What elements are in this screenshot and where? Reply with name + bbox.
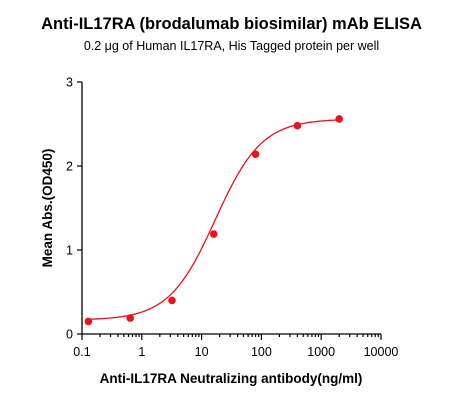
chart-title: Anti-IL17RA (brodalumab biosimilar) mAb …	[41, 15, 422, 33]
x-tick-label: 100	[251, 345, 272, 359]
data-point	[293, 121, 302, 130]
x-axis: 0.1 1 10 100 1000 10000	[73, 333, 399, 359]
x-axis-label: Anti-IL17RA Neutralizing antibody(ng/ml)	[100, 371, 363, 386]
chart-subtitle: 0.2 μg of Human IL17RA, His Tagged prote…	[84, 39, 379, 53]
x-tick-label: 1000	[307, 345, 335, 359]
plot-area	[84, 115, 344, 326]
data-point	[251, 150, 260, 159]
data-point	[126, 314, 135, 322]
y-tick-label: 0	[66, 328, 73, 342]
x-tick-label: 10	[195, 345, 209, 359]
y-axis: 0 1 2 3	[66, 76, 83, 342]
data-point	[84, 317, 93, 326]
y-tick-label: 2	[66, 160, 73, 174]
y-tick-label: 3	[66, 76, 73, 90]
data-point	[335, 115, 344, 123]
x-tick-label: 0.1	[73, 345, 90, 359]
y-axis-label: Mean Abs.(OD450)	[40, 149, 55, 268]
fit-curve	[88, 119, 340, 320]
x-tick-label: 1	[138, 345, 145, 359]
data-point	[168, 296, 176, 305]
y-tick-label: 1	[66, 244, 73, 258]
x-tick-label: 10000	[364, 345, 399, 359]
data-point	[210, 230, 218, 238]
